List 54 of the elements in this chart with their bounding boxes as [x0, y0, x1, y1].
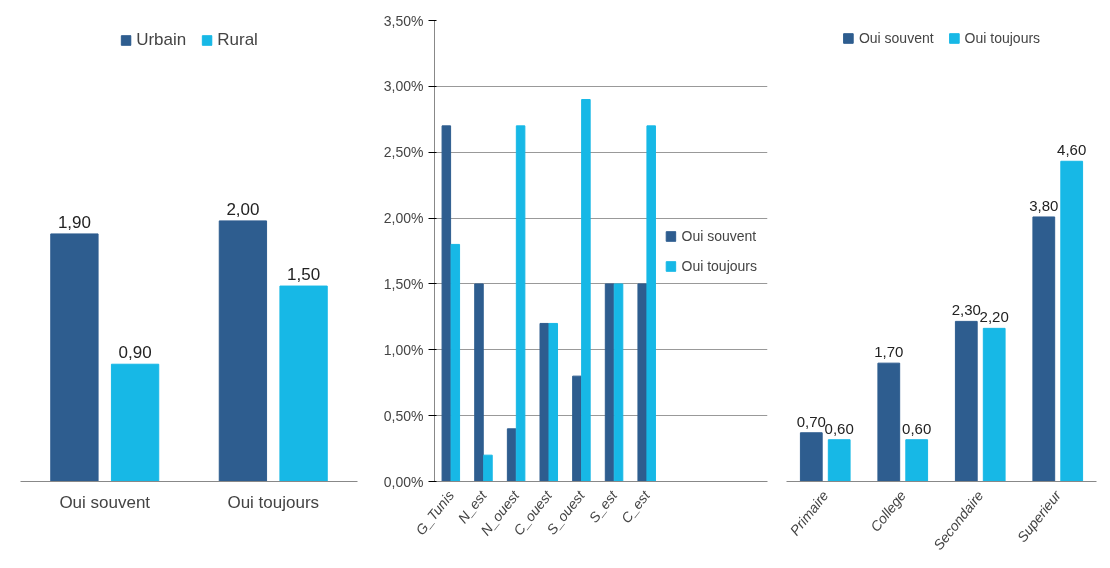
legend-label: Oui souvent [681, 227, 757, 244]
bar [548, 322, 559, 482]
bar [441, 125, 452, 482]
y-tick-label: 0,50% [383, 407, 424, 424]
legend-label: Rural [217, 30, 258, 50]
bar [877, 362, 901, 482]
bar [646, 125, 656, 482]
bar [827, 439, 851, 482]
legend-label: Urbain [136, 30, 187, 50]
data-label: 4,60 [1057, 141, 1087, 159]
data-label: 0,70 [796, 412, 826, 430]
data-label: 2,00 [226, 199, 260, 219]
bar [450, 243, 461, 482]
y-tick-label: 1,50% [383, 275, 424, 292]
y-tick-label: 0,00% [383, 473, 424, 490]
bar [613, 283, 624, 482]
bar [982, 327, 1006, 482]
bar [905, 439, 929, 482]
bar [539, 322, 550, 482]
bar [50, 233, 99, 482]
legend-label: Oui toujours [681, 257, 757, 274]
bar [506, 428, 517, 482]
y-tick-label: 2,50% [383, 144, 424, 161]
data-label: 1,90 [57, 212, 91, 232]
y-tick-label: 2,00% [383, 210, 424, 227]
data-label: 2,30 [951, 301, 981, 319]
data-label: 1,70 [874, 343, 904, 361]
data-label: 1,50 [287, 265, 321, 285]
bar [954, 320, 978, 482]
bar [799, 432, 823, 482]
data-label: 0,90 [118, 343, 152, 363]
x-tick-label: Oui toujours [227, 492, 320, 512]
bar [110, 363, 160, 482]
legend-label: Oui toujours [964, 30, 1041, 46]
legend-label: Oui souvent [858, 30, 934, 46]
bar [1032, 216, 1056, 482]
bar [581, 99, 591, 482]
bar [604, 283, 615, 482]
bar [483, 454, 493, 482]
y-tick-label: 3,00% [383, 78, 424, 95]
bar [637, 283, 647, 482]
bar [474, 283, 484, 482]
data-label: 0,60 [902, 419, 932, 437]
y-tick-label: 3,50% [383, 12, 424, 29]
x-tick-label: Oui souvent [59, 492, 151, 512]
data-label: 3,80 [1029, 196, 1059, 214]
bar [218, 220, 268, 482]
bar [515, 125, 526, 482]
bar [572, 375, 582, 482]
bar [1060, 160, 1084, 482]
bar [279, 285, 328, 482]
y-tick-label: 1,00% [383, 341, 424, 358]
data-label: 2,20 [979, 308, 1009, 326]
data-label: 0,60 [824, 419, 854, 437]
